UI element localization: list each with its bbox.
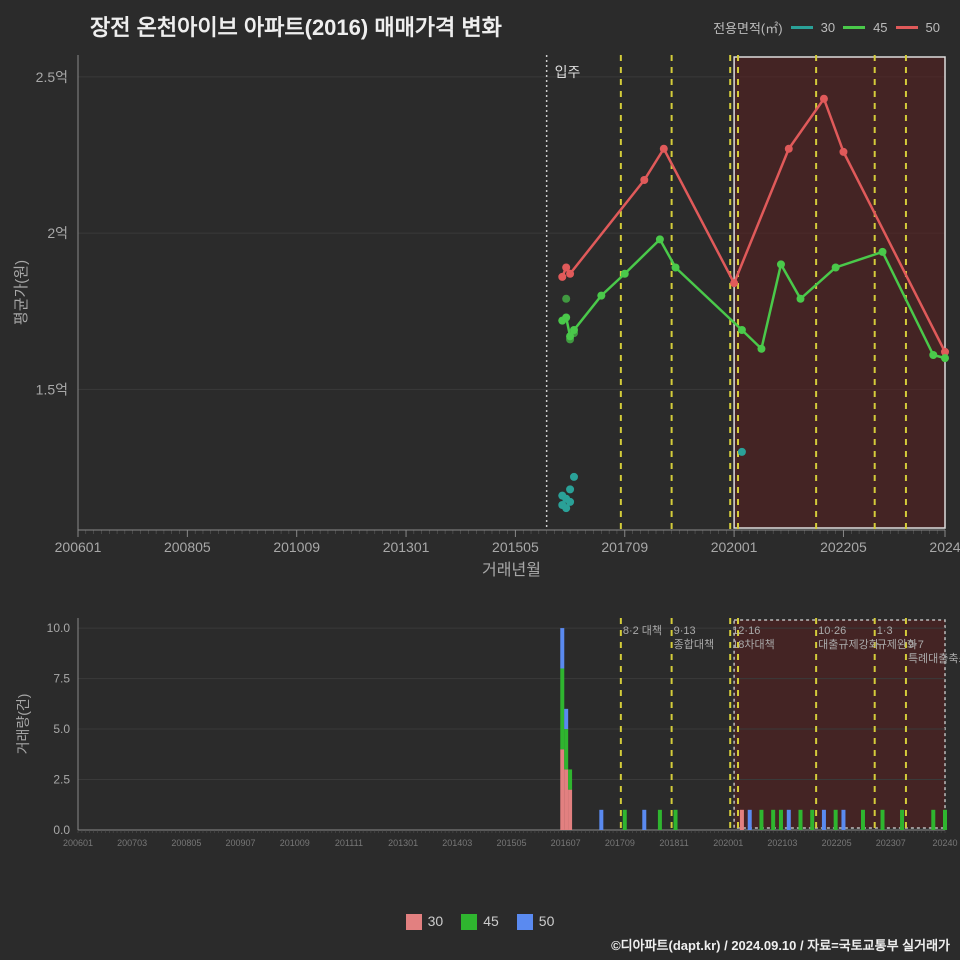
- legend-bottom-label-50: 50: [539, 913, 555, 929]
- legend-top-label: 전용면적(㎡): [713, 18, 783, 37]
- svg-text:200805: 200805: [164, 539, 211, 555]
- svg-text:거래년월: 거래년월: [482, 561, 541, 579]
- svg-text:202205: 202205: [820, 539, 867, 555]
- svg-text:201709: 201709: [601, 539, 648, 555]
- svg-text:202307: 202307: [876, 838, 906, 848]
- svg-text:8·2 대책: 8·2 대책: [623, 624, 662, 637]
- svg-text:202103: 202103: [767, 838, 797, 848]
- svg-text:9·13: 9·13: [674, 625, 696, 637]
- svg-text:201505: 201505: [496, 838, 526, 848]
- legend-swatch-50: [896, 26, 918, 29]
- svg-text:2억: 2억: [47, 225, 68, 241]
- svg-text:2.5억: 2.5억: [36, 69, 68, 85]
- svg-text:거래량(건): 거래량(건): [15, 694, 31, 755]
- svg-text:201009: 201009: [280, 838, 310, 848]
- svg-text:특례대출축소: 특례대출축소: [908, 652, 960, 665]
- chart-title: 장전 온천아이브 아파트(2016) 매매가격 변화: [90, 10, 502, 42]
- legend-bottom-label-30: 30: [428, 913, 444, 929]
- svg-text:10.0: 10.0: [47, 621, 71, 635]
- svg-text:201403: 201403: [442, 838, 472, 848]
- svg-text:201709: 201709: [605, 838, 635, 848]
- legend-label-30: 30: [821, 20, 835, 35]
- svg-text:1·3: 1·3: [877, 625, 893, 637]
- svg-text:200601: 200601: [63, 838, 93, 848]
- svg-text:201505: 201505: [492, 539, 539, 555]
- svg-text:12·16: 12·16: [732, 625, 760, 637]
- legend-top: 전용면적(㎡) 30 45 50: [713, 18, 940, 37]
- svg-text:200601: 200601: [55, 539, 102, 555]
- svg-text:2.5: 2.5: [53, 773, 70, 787]
- legend-swatch-45: [843, 26, 865, 29]
- svg-text:1.5억: 1.5억: [36, 381, 68, 397]
- svg-text:0.0: 0.0: [53, 823, 70, 837]
- svg-text:201607: 201607: [551, 838, 581, 848]
- svg-text:202001: 202001: [711, 539, 758, 555]
- legend-bottom-swatch-45: [461, 914, 477, 930]
- price-chart: 1.5억 2억 2.5억 200601 200805 201009 201301 201505…: [0, 40, 960, 600]
- svg-text:201009: 201009: [273, 539, 320, 555]
- legend-bottom-swatch-50: [517, 914, 533, 930]
- svg-text:5.0: 5.0: [53, 722, 70, 736]
- svg-text:201811: 201811: [659, 838, 688, 848]
- legend-label-45: 45: [873, 20, 887, 35]
- svg-text:201301: 201301: [383, 539, 430, 555]
- svg-text:종합대책: 종합대책: [674, 638, 714, 651]
- footer-credit: ©디아파트(dapt.kr) / 2024.09.10 / 자료=국토교통부 실…: [611, 935, 950, 954]
- legend-bottom-swatch-30: [406, 914, 422, 930]
- legend-bottom: 30 45 50: [0, 913, 960, 930]
- svg-text:입주: 입주: [555, 64, 581, 80]
- legend-bottom-label-45: 45: [483, 913, 499, 929]
- legend-label-50: 50: [926, 20, 940, 35]
- volume-chart: 0.0 2.5 5.0 7.5 10.0 200601 200703 200805 200907…: [0, 610, 960, 870]
- svg-text:9·7: 9·7: [908, 639, 924, 651]
- svg-text:200805: 200805: [171, 838, 201, 848]
- svg-text:201301: 201301: [388, 838, 418, 848]
- svg-text:201111: 201111: [335, 838, 363, 848]
- svg-text:202001: 202001: [713, 838, 743, 848]
- svg-text:7.5: 7.5: [53, 672, 70, 686]
- svg-text:200703: 200703: [117, 838, 147, 848]
- svg-text:200907: 200907: [226, 838, 256, 848]
- svg-text:10·26: 10·26: [818, 625, 846, 637]
- svg-text:대출규제강화: 대출규제강화: [818, 638, 879, 651]
- svg-text:18차대책: 18차대책: [732, 638, 775, 651]
- svg-text:20240: 20240: [932, 838, 957, 848]
- svg-text:2024: 2024: [929, 539, 960, 555]
- svg-text:평균가(원): 평균가(원): [13, 260, 30, 325]
- svg-text:202205: 202205: [822, 838, 852, 848]
- legend-swatch-30: [791, 26, 813, 29]
